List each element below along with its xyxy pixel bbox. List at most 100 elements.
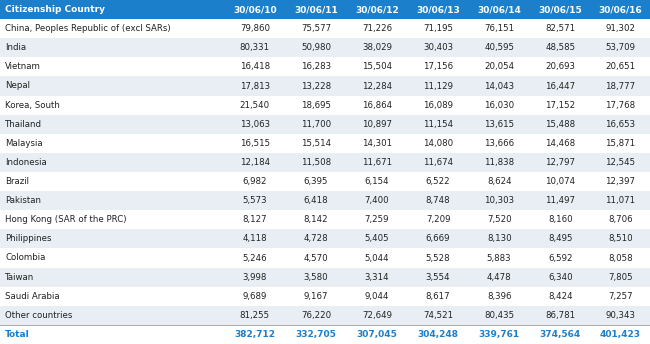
Text: 8,396: 8,396: [487, 292, 512, 301]
Text: 48,585: 48,585: [545, 43, 575, 52]
Text: Korea, South: Korea, South: [5, 100, 60, 110]
Text: 80,331: 80,331: [240, 43, 270, 52]
Text: 75,577: 75,577: [301, 24, 331, 33]
Text: 16,515: 16,515: [240, 139, 270, 148]
Text: 11,700: 11,700: [301, 120, 331, 129]
Text: 13,666: 13,666: [484, 139, 514, 148]
Text: 332,705: 332,705: [296, 330, 336, 339]
Text: 72,649: 72,649: [362, 311, 392, 320]
Bar: [0, 134, 650, 153]
Text: 17,152: 17,152: [545, 100, 575, 110]
Text: 12,797: 12,797: [545, 158, 575, 167]
Text: 16,418: 16,418: [240, 62, 270, 72]
Text: 16,283: 16,283: [301, 62, 331, 72]
Text: 307,045: 307,045: [357, 330, 397, 339]
Text: 7,259: 7,259: [365, 215, 389, 224]
Text: 4,728: 4,728: [304, 234, 328, 244]
Text: 8,160: 8,160: [548, 215, 573, 224]
Text: 17,813: 17,813: [240, 82, 270, 90]
Text: 10,303: 10,303: [484, 196, 514, 205]
Text: 12,545: 12,545: [605, 158, 636, 167]
Text: 9,689: 9,689: [242, 292, 267, 301]
Bar: [0, 19, 650, 38]
Text: 30,403: 30,403: [423, 43, 453, 52]
Text: 382,712: 382,712: [234, 330, 276, 339]
Text: 6,669: 6,669: [426, 234, 450, 244]
Text: 8,424: 8,424: [548, 292, 573, 301]
Text: 17,768: 17,768: [605, 100, 636, 110]
Text: 20,693: 20,693: [545, 62, 575, 72]
Text: 7,805: 7,805: [608, 272, 632, 282]
Text: 16,447: 16,447: [545, 82, 575, 90]
Text: 9,044: 9,044: [365, 292, 389, 301]
Text: 11,671: 11,671: [362, 158, 392, 167]
Text: 71,226: 71,226: [362, 24, 392, 33]
Text: Philippines: Philippines: [5, 234, 52, 244]
Text: 11,071: 11,071: [605, 196, 636, 205]
Text: 71,195: 71,195: [423, 24, 453, 33]
Text: 8,127: 8,127: [242, 215, 267, 224]
Text: 7,257: 7,257: [608, 292, 632, 301]
Bar: [0, 57, 650, 76]
Text: 76,151: 76,151: [484, 24, 514, 33]
Text: 90,343: 90,343: [605, 311, 636, 320]
Text: 11,508: 11,508: [301, 158, 331, 167]
Text: 16,030: 16,030: [484, 100, 514, 110]
Text: 20,651: 20,651: [605, 62, 636, 72]
Bar: [0, 96, 650, 115]
Text: Nepal: Nepal: [5, 82, 30, 90]
Text: 401,423: 401,423: [600, 330, 641, 339]
Text: 53,709: 53,709: [605, 43, 636, 52]
Text: 3,314: 3,314: [365, 272, 389, 282]
Text: 11,674: 11,674: [423, 158, 453, 167]
Text: 11,497: 11,497: [545, 196, 575, 205]
Text: 339,761: 339,761: [478, 330, 520, 339]
Bar: [0, 306, 650, 325]
Text: 38,029: 38,029: [362, 43, 392, 52]
Text: 6,395: 6,395: [304, 177, 328, 186]
Text: 76,220: 76,220: [301, 311, 331, 320]
Text: 15,871: 15,871: [605, 139, 636, 148]
Text: 17,156: 17,156: [423, 62, 453, 72]
Text: 8,142: 8,142: [304, 215, 328, 224]
Text: 14,301: 14,301: [362, 139, 392, 148]
Text: 15,488: 15,488: [545, 120, 575, 129]
Text: 30/06/11: 30/06/11: [294, 5, 338, 14]
Text: 8,495: 8,495: [548, 234, 573, 244]
Text: 8,748: 8,748: [426, 196, 450, 205]
Text: 7,400: 7,400: [365, 196, 389, 205]
Text: 4,570: 4,570: [304, 254, 328, 262]
Text: 30/06/16: 30/06/16: [599, 5, 642, 14]
Text: Taiwan: Taiwan: [5, 272, 34, 282]
Text: 14,043: 14,043: [484, 82, 514, 90]
Text: 30/06/15: 30/06/15: [538, 5, 582, 14]
Text: 86,781: 86,781: [545, 311, 575, 320]
Text: 5,405: 5,405: [365, 234, 389, 244]
Text: 30/06/13: 30/06/13: [416, 5, 460, 14]
Text: 79,860: 79,860: [240, 24, 270, 33]
Text: 16,653: 16,653: [605, 120, 636, 129]
Text: Indonesia: Indonesia: [5, 158, 47, 167]
Text: 5,883: 5,883: [487, 254, 512, 262]
Bar: [0, 248, 650, 268]
Text: Saudi Arabia: Saudi Arabia: [5, 292, 60, 301]
Text: 8,617: 8,617: [426, 292, 450, 301]
Text: 11,838: 11,838: [484, 158, 514, 167]
Text: Citizenship Country: Citizenship Country: [5, 5, 105, 14]
Text: India: India: [5, 43, 26, 52]
Bar: [0, 210, 650, 229]
Text: 13,228: 13,228: [301, 82, 331, 90]
Text: Other countries: Other countries: [5, 311, 73, 320]
Text: 8,624: 8,624: [487, 177, 512, 186]
Bar: [0, 172, 650, 191]
Text: 5,044: 5,044: [365, 254, 389, 262]
Text: Total: Total: [5, 330, 30, 339]
Text: 7,520: 7,520: [487, 215, 512, 224]
Text: 304,248: 304,248: [417, 330, 459, 339]
Text: 15,504: 15,504: [362, 62, 392, 72]
Text: 12,184: 12,184: [240, 158, 270, 167]
Text: 12,397: 12,397: [605, 177, 636, 186]
Bar: [0, 325, 650, 344]
Text: 81,255: 81,255: [240, 311, 270, 320]
Text: Malaysia: Malaysia: [5, 139, 43, 148]
